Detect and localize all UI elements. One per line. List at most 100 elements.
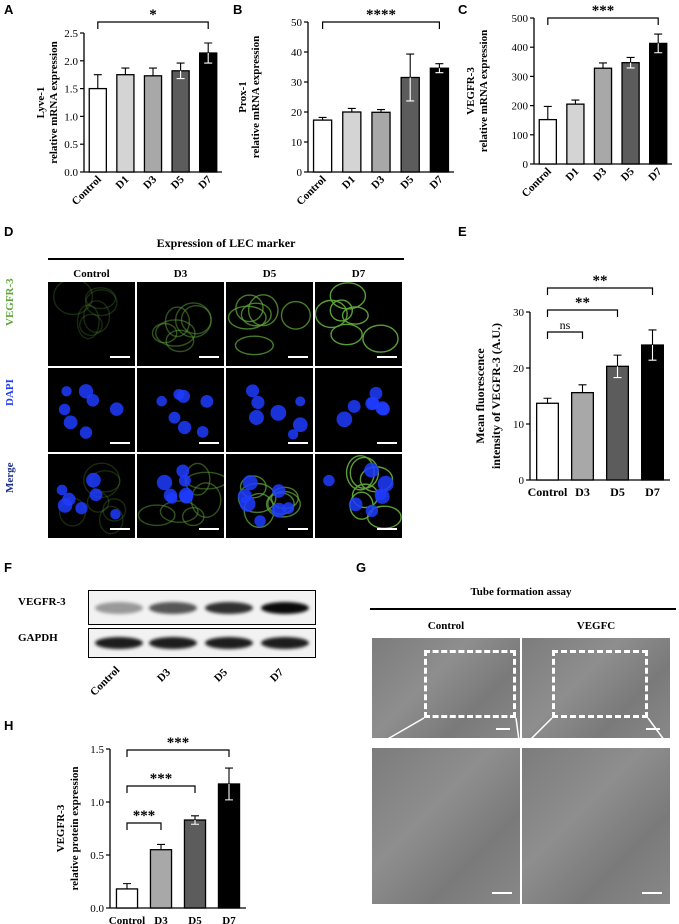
nucleus	[365, 504, 379, 518]
panel-label-a: A	[4, 2, 14, 17]
significance-bracket	[547, 17, 659, 25]
tube-image-control-zoom	[372, 748, 520, 904]
error-bar	[204, 42, 213, 54]
nucleus	[156, 474, 173, 491]
scale-bar	[288, 356, 308, 358]
bar-control	[115, 888, 139, 909]
error-bar	[149, 67, 157, 76]
nucleus	[168, 411, 181, 424]
nucleus	[200, 394, 214, 408]
nucleus	[246, 384, 260, 398]
blot-strip-vegfr3	[88, 590, 316, 625]
significance-bracket	[126, 785, 196, 793]
scale-bar	[199, 528, 219, 530]
nucleus	[271, 502, 287, 518]
y-tick-label: 10	[513, 419, 525, 431]
significance-label: ***	[133, 808, 156, 824]
micrograph-dapi-control	[48, 368, 135, 452]
y-tick-label: 20	[513, 363, 525, 375]
vegfr3-signal	[181, 507, 205, 527]
significance-bracket	[546, 309, 619, 317]
panel-label-d: D	[4, 224, 14, 239]
y-tick-label: 0.0	[90, 903, 104, 915]
zoom-box-control	[424, 650, 516, 718]
nucleus	[377, 475, 394, 492]
micrograph-cells	[336, 386, 390, 428]
x-tick-label: Control	[109, 915, 145, 924]
error-bar	[543, 397, 552, 404]
y-tick-label: 1.0	[64, 111, 78, 123]
error-bar	[225, 767, 233, 784]
col-label-vegfc: VEGFC	[576, 620, 616, 632]
micrograph-cells	[52, 282, 118, 340]
x-tick-label: D1	[340, 174, 358, 192]
nucleus	[109, 402, 124, 416]
y-tick-label: 1.5	[64, 84, 78, 96]
blot-band	[261, 601, 309, 614]
significance-bracket	[322, 21, 440, 29]
micrograph-merge-d5	[226, 454, 313, 538]
x-tick-label: D3	[591, 165, 609, 183]
y-tick-label: 0	[523, 159, 529, 171]
y-tick-label: 10	[291, 137, 303, 149]
x-tick-label: D3	[154, 915, 168, 924]
y-tick-label: 300	[512, 71, 529, 83]
blot-band	[205, 637, 253, 649]
x-tick-label: D5	[169, 173, 187, 191]
blot-band	[205, 601, 253, 614]
micrograph-dapi-d3	[137, 368, 224, 452]
error-bar	[157, 843, 165, 850]
error-bar	[613, 354, 622, 367]
y-tick-label: 0.0	[64, 167, 78, 179]
y-tick-label: 2.0	[64, 56, 78, 68]
y-tick-label: 1.0	[90, 797, 104, 809]
bar-d3	[371, 111, 391, 173]
micrograph-vegfr-3-control	[48, 282, 135, 366]
significance-bracket	[97, 21, 209, 29]
nucleus	[163, 488, 178, 503]
panel-d-title: Expression of LEC marker	[156, 236, 296, 250]
micrograph-merge-d7	[315, 454, 402, 538]
row-label-vegfr3: VEGFR-3	[4, 278, 16, 326]
nucleus	[287, 429, 299, 440]
y-axis-label: Prox-1	[237, 81, 249, 113]
nucleus	[292, 417, 308, 433]
significance-label: ***	[167, 735, 190, 751]
nucleus	[348, 497, 363, 512]
micrograph-cells	[315, 282, 399, 353]
panel-label-c: C	[458, 2, 468, 17]
x-tick-label: D3	[369, 173, 387, 191]
scale-bar	[110, 528, 130, 530]
significance-label: **	[575, 295, 590, 311]
nucleus	[178, 487, 194, 503]
micrograph-dapi-d7	[315, 368, 402, 452]
micrograph-cells	[323, 454, 402, 530]
micrograph-cells	[237, 475, 301, 529]
error-bar-lower	[225, 783, 233, 801]
bar-d3	[149, 849, 173, 909]
scale-bar	[492, 892, 512, 894]
error-bar	[191, 815, 199, 821]
vegfr3-signal	[159, 500, 199, 524]
nucleus	[86, 472, 101, 488]
significance-bracket	[126, 749, 230, 757]
panel-d: Expression of LEC marker Control D3 D5 D…	[0, 228, 410, 558]
x-tick-label: D5	[610, 485, 625, 499]
error-bar	[626, 56, 635, 63]
blot-label-gapdh: GAPDH	[18, 632, 58, 644]
nucleus	[369, 386, 383, 400]
blot-label-vegfr3: VEGFR-3	[18, 596, 66, 608]
col-label-d5: D5	[262, 268, 277, 280]
vegfr3-signal	[102, 498, 127, 522]
vegfr3-signal	[165, 329, 195, 353]
y-tick-label: 100	[512, 130, 529, 142]
nucleus	[248, 410, 264, 425]
bar-control	[536, 402, 560, 481]
error-bar	[176, 62, 185, 71]
x-tick-label: D7	[222, 915, 236, 924]
blot-band	[149, 637, 197, 649]
blot-band	[95, 601, 143, 614]
nucleus	[176, 464, 190, 478]
error-bar-lower	[406, 77, 415, 102]
